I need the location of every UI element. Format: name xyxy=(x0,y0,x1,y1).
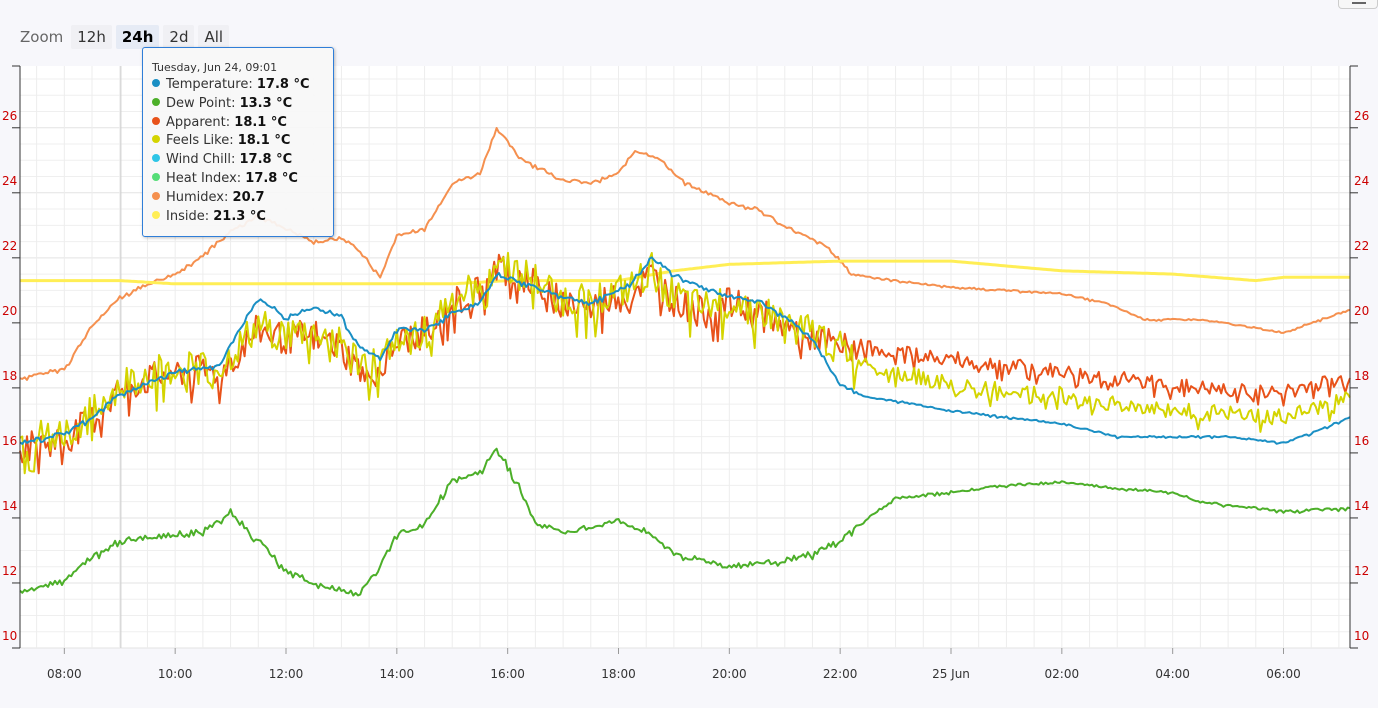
tooltip-series-name: Feels Like xyxy=(166,133,230,149)
x-tick-label: 16:00 xyxy=(490,667,525,681)
series-dot-icon xyxy=(152,210,160,219)
x-tick-label: 08:00 xyxy=(47,667,82,681)
y-tick-label-right: 10 xyxy=(1354,629,1369,643)
zoom-12h-button[interactable]: 12h xyxy=(71,25,112,49)
y-tick-label-right: 22 xyxy=(1354,239,1369,253)
tooltip-row: Wind Chill: 17.8 °C xyxy=(152,152,292,167)
tooltip-row: Humidex: 20.7 xyxy=(152,190,265,205)
tooltip-header: Tuesday, Jun 24, 09:01 xyxy=(152,61,278,74)
series-dot-icon xyxy=(152,173,160,181)
series-dot-icon xyxy=(152,135,160,144)
y-tick-label-left: 16 xyxy=(2,434,17,448)
tooltip-row: Dew Point: 13.3 °C xyxy=(152,96,292,111)
tooltip-series-name: Apparent xyxy=(166,114,226,130)
y-axis-right: 10 12 14 16 18 20 22 24 26 xyxy=(1350,65,1369,649)
tooltip-series-name: Humidex xyxy=(166,189,225,205)
tooltip-series-value: 18.1 °C xyxy=(234,114,287,130)
zoom-all-button[interactable]: All xyxy=(198,25,230,49)
zoom-label: Zoom xyxy=(20,28,64,46)
tooltip-row: Feels Like: 18.1 °C xyxy=(152,133,290,148)
series-line-inside xyxy=(20,259,1350,286)
tooltip-series-value: 18.1 °C xyxy=(237,133,291,149)
series-dot-icon xyxy=(152,116,160,125)
series-dot-icon xyxy=(152,191,160,200)
y-tick-label-left: 12 xyxy=(2,564,17,578)
x-tick-label: 20:00 xyxy=(712,667,747,681)
tooltip-series-name: Temperature xyxy=(166,77,249,92)
x-tick-label: 14:00 xyxy=(380,667,415,681)
series-dot-icon xyxy=(152,97,160,106)
series-dot-icon xyxy=(152,154,160,163)
tooltip-series-name: Wind Chill xyxy=(166,152,231,168)
tooltip: Tuesday, Jun 24, 09:01 Temperature: 17.8… xyxy=(142,47,334,237)
y-tick-label-left: 18 xyxy=(2,369,17,383)
tooltip-row: Temperature: 17.8 °C xyxy=(152,77,310,92)
y-tick-label-left: 14 xyxy=(2,499,17,513)
x-tick-label: 02:00 xyxy=(1045,667,1080,681)
y-tick-label-right: 20 xyxy=(1354,304,1369,318)
x-tick-label: 10:00 xyxy=(158,667,193,681)
x-tick-label: 06:00 xyxy=(1266,667,1301,681)
zoom-2d-button[interactable]: 2d xyxy=(163,25,195,49)
x-axis: 08:00 10:00 12:00 14:00 16:00 18:00 20:00 22:00… xyxy=(47,648,1301,681)
tooltip-series-name: Inside xyxy=(166,208,205,224)
y-tick-label-right: 24 xyxy=(1354,174,1369,188)
y-tick-label-right: 12 xyxy=(1354,564,1369,578)
x-tick-label: 22:00 xyxy=(823,667,858,681)
series-line-feels-like xyxy=(19,251,1351,475)
tooltip-row: Apparent: 18.1 °C xyxy=(152,115,287,130)
menu-icon xyxy=(1352,2,1366,4)
tooltip-series-value: 21.3 °C xyxy=(213,208,266,224)
y-tick-label-right: 26 xyxy=(1354,109,1369,123)
tooltip-series-name: Heat Index xyxy=(166,171,237,186)
y-tick-label-left: 24 xyxy=(2,174,17,188)
zoom-24h-button[interactable]: 24h xyxy=(115,25,160,49)
tooltip-row: Heat Index: 17.8 °C xyxy=(152,171,298,186)
tooltip-series-value: 17.8 °C xyxy=(239,152,293,168)
tooltip-series-value: 20.7 xyxy=(232,189,265,205)
y-axis-left: 10 12 14 16 18 20 22 24 26 xyxy=(2,65,20,649)
tooltip-series-name: Dew Point xyxy=(166,95,232,111)
series-line-dew-point xyxy=(19,447,1351,597)
series-line-temperature xyxy=(19,256,1351,445)
x-tick-label: 04:00 xyxy=(1155,667,1190,681)
x-tick-label: 18:00 xyxy=(601,667,636,681)
x-tick-label: 12:00 xyxy=(269,667,304,681)
x-tick-label: 25 Jun xyxy=(932,667,970,681)
series-dot-icon xyxy=(152,79,160,87)
y-tick-label-left: 20 xyxy=(2,304,17,318)
y-tick-label-left: 10 xyxy=(2,629,17,643)
y-tick-label-left: 26 xyxy=(2,109,17,123)
tooltip-row: Inside: 21.3 °C xyxy=(152,209,266,224)
y-tick-label-right: 16 xyxy=(1354,434,1369,448)
y-tick-label-left: 22 xyxy=(2,239,17,253)
y-tick-label-right: 18 xyxy=(1354,369,1369,383)
tooltip-series-value: 17.8 °C xyxy=(256,77,310,92)
tooltip-series-value: 13.3 °C xyxy=(239,95,293,111)
y-tick-label-right: 14 xyxy=(1354,499,1369,513)
zoom-bar: Zoom 12h 24h 2d All xyxy=(20,24,230,50)
tooltip-series-value: 17.8 °C xyxy=(245,171,298,186)
